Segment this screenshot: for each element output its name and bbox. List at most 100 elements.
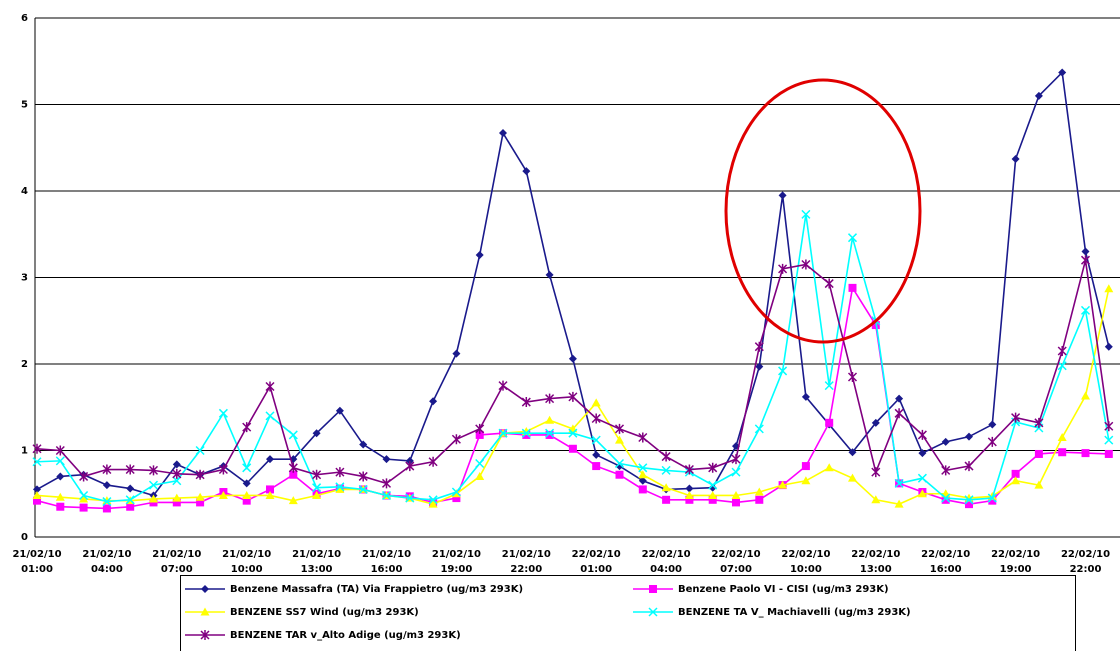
point bbox=[638, 476, 647, 485]
point bbox=[568, 428, 578, 438]
point bbox=[265, 411, 275, 421]
point bbox=[451, 434, 461, 445]
point bbox=[1011, 412, 1021, 423]
legend-label: Benzene Paolo VI - CISI (ug/m3 293K) bbox=[678, 584, 889, 595]
point bbox=[801, 476, 811, 485]
point bbox=[987, 436, 997, 447]
point bbox=[242, 479, 251, 488]
point bbox=[755, 362, 764, 371]
point bbox=[1034, 480, 1044, 489]
point bbox=[1034, 449, 1043, 458]
y-tick-label: 2 bbox=[21, 359, 28, 370]
point bbox=[592, 450, 601, 459]
point bbox=[894, 478, 904, 488]
point bbox=[242, 422, 252, 433]
point bbox=[661, 465, 671, 475]
point bbox=[55, 492, 65, 501]
point bbox=[732, 498, 740, 507]
point bbox=[964, 495, 974, 505]
point bbox=[428, 499, 438, 508]
point bbox=[265, 381, 275, 392]
point bbox=[266, 485, 274, 494]
point bbox=[381, 490, 392, 501]
y-tick-label: 3 bbox=[21, 273, 28, 284]
point bbox=[708, 495, 717, 504]
x-tick-label: 21/02/10 16:00 bbox=[361, 549, 412, 575]
legend-label: BENZENE TAR v_Alto Adige (ug/m3 293K) bbox=[230, 630, 461, 641]
point bbox=[918, 449, 927, 458]
point bbox=[614, 458, 625, 469]
point bbox=[452, 494, 461, 503]
point bbox=[615, 435, 624, 444]
legend-box bbox=[180, 575, 1076, 651]
legend-label: Benzene Massafra (TA) Via Frappietro (ug… bbox=[230, 584, 523, 595]
point bbox=[335, 406, 344, 415]
x-tick-label: 22/02/10 16:00 bbox=[921, 549, 971, 575]
point bbox=[428, 456, 438, 467]
point bbox=[638, 470, 648, 479]
x-tick-label: 22/02/10 19:00 bbox=[991, 549, 1041, 575]
y-tick-label: 1 bbox=[21, 446, 28, 457]
point bbox=[335, 484, 345, 493]
point bbox=[1080, 255, 1091, 266]
point bbox=[545, 428, 555, 438]
point bbox=[591, 413, 601, 424]
point bbox=[1081, 391, 1090, 400]
point bbox=[201, 585, 209, 593]
point bbox=[778, 263, 788, 274]
point bbox=[200, 630, 210, 640]
point bbox=[685, 495, 694, 504]
point bbox=[79, 490, 89, 501]
x-tick-label: 21/02/10 13:00 bbox=[292, 549, 342, 575]
legend: Benzene Massafra (TA) Via Frappietro (ug… bbox=[180, 575, 1076, 651]
point bbox=[126, 484, 135, 493]
point bbox=[1058, 68, 1067, 77]
x-tick-label: 21/02/10 07:00 bbox=[152, 549, 202, 575]
point bbox=[987, 493, 997, 503]
point bbox=[649, 585, 657, 593]
point bbox=[498, 380, 508, 391]
point bbox=[312, 483, 322, 493]
point bbox=[1057, 433, 1067, 442]
x-tick-label: 21/02/10 19:00 bbox=[431, 549, 481, 575]
point bbox=[242, 490, 252, 499]
point bbox=[708, 462, 718, 473]
x-tick-label: 22/02/10 01:00 bbox=[571, 549, 621, 575]
point bbox=[1011, 154, 1020, 163]
point bbox=[498, 428, 508, 438]
point bbox=[662, 495, 671, 504]
point bbox=[79, 471, 89, 482]
point bbox=[871, 418, 880, 427]
point bbox=[102, 464, 112, 475]
point bbox=[288, 430, 298, 440]
point bbox=[125, 495, 135, 505]
point bbox=[661, 483, 671, 492]
point bbox=[988, 496, 997, 505]
point bbox=[871, 495, 881, 504]
point bbox=[405, 461, 415, 472]
point bbox=[148, 465, 159, 476]
x-tick-label: 21/02/10 01:00 bbox=[12, 549, 62, 575]
point bbox=[1104, 342, 1113, 351]
point bbox=[894, 499, 904, 508]
point bbox=[382, 455, 391, 464]
point bbox=[33, 496, 41, 505]
point bbox=[195, 445, 205, 456]
point bbox=[545, 393, 555, 404]
point bbox=[708, 480, 718, 490]
x-tick-label: 21/02/10 22:00 bbox=[501, 549, 551, 575]
point bbox=[428, 495, 438, 505]
point bbox=[801, 209, 811, 219]
x-tick-label: 22/02/10 04:00 bbox=[641, 549, 691, 575]
point bbox=[591, 398, 601, 407]
point bbox=[591, 435, 601, 445]
point bbox=[405, 456, 414, 465]
point bbox=[358, 484, 368, 494]
point bbox=[778, 480, 788, 489]
point bbox=[55, 445, 65, 456]
x-tick-label: 22/02/10 13:00 bbox=[851, 549, 901, 575]
point bbox=[451, 487, 461, 497]
point bbox=[429, 397, 438, 406]
point bbox=[195, 492, 205, 501]
